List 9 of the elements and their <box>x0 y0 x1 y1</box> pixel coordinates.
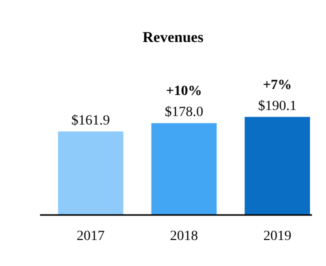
text: +7% <box>262 78 292 93</box>
x-tick-label: 2018 <box>170 229 198 244</box>
data-label: $161.9 <box>71 113 110 128</box>
x-tick-label: 2019 <box>263 229 292 244</box>
chart-title: Revenues <box>142 30 204 46</box>
data-label: $178.0 <box>164 105 204 120</box>
text: +10% <box>166 84 202 100</box>
data-label: $190.1 <box>258 98 297 114</box>
x-tick-label: 2017 <box>76 229 105 244</box>
